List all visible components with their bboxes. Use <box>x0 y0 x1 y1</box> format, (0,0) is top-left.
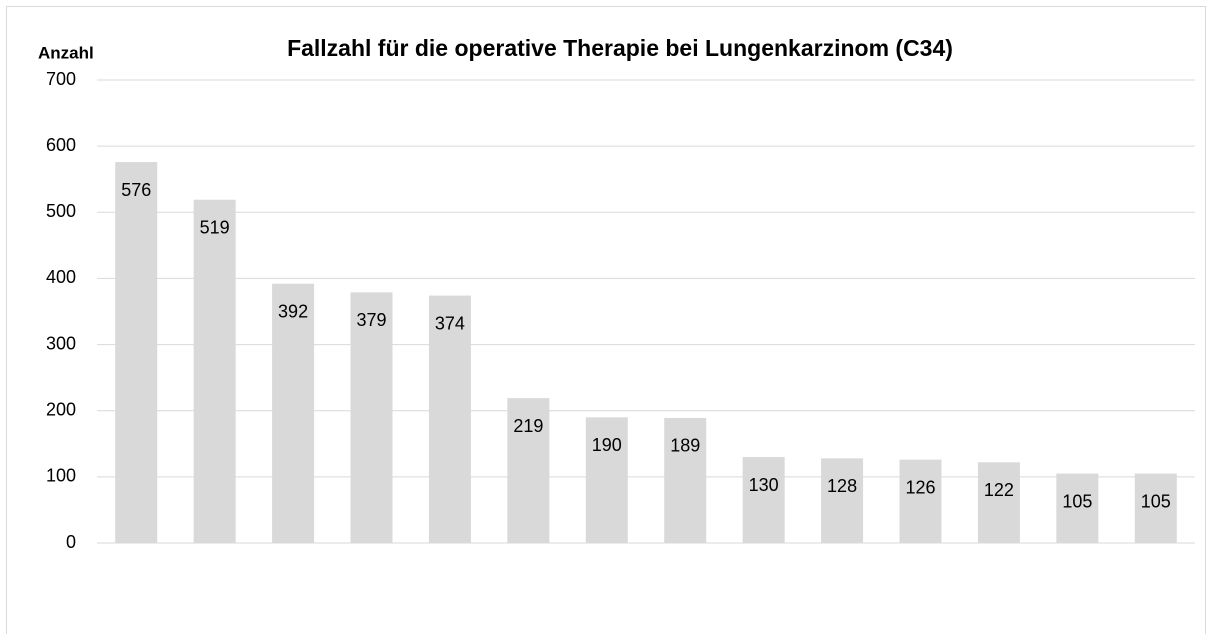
bar <box>507 398 550 543</box>
bar <box>977 462 1020 543</box>
data-label: 126 <box>905 477 935 497</box>
data-label: 379 <box>356 310 386 330</box>
bar <box>899 459 942 543</box>
data-label: 128 <box>827 476 857 496</box>
y-tick-label: 500 <box>46 201 76 221</box>
bar <box>585 417 628 543</box>
chart-title: Fallzahl für die operative Therapie bei … <box>287 35 953 61</box>
bar <box>1134 473 1177 543</box>
y-tick-label: 100 <box>46 466 76 486</box>
data-label: 190 <box>592 435 622 455</box>
y-tick-label: 600 <box>46 135 76 155</box>
data-label: 519 <box>200 217 230 237</box>
data-label: 130 <box>749 475 779 495</box>
bar <box>428 295 471 543</box>
y-tick-label: 0 <box>66 532 76 552</box>
data-label: 189 <box>670 436 700 456</box>
data-label: 392 <box>278 301 308 321</box>
y-tick-label: 300 <box>46 333 76 353</box>
data-label: 105 <box>1141 491 1171 511</box>
bar <box>821 458 864 543</box>
bar <box>272 283 315 543</box>
bar <box>193 199 236 543</box>
bar <box>350 292 393 543</box>
data-label: 576 <box>121 180 151 200</box>
y-axis-label: Anzahl <box>38 43 94 62</box>
data-label: 219 <box>513 416 543 436</box>
bar <box>664 417 707 543</box>
data-label: 105 <box>1062 491 1092 511</box>
bar <box>1056 473 1099 543</box>
data-label: 122 <box>984 480 1014 500</box>
data-label: 374 <box>435 313 465 333</box>
y-tick-label: 400 <box>46 267 76 287</box>
y-tick-label: 700 <box>46 69 76 89</box>
y-tick-label: 200 <box>46 399 76 419</box>
bar <box>115 162 158 543</box>
bar <box>742 457 785 543</box>
